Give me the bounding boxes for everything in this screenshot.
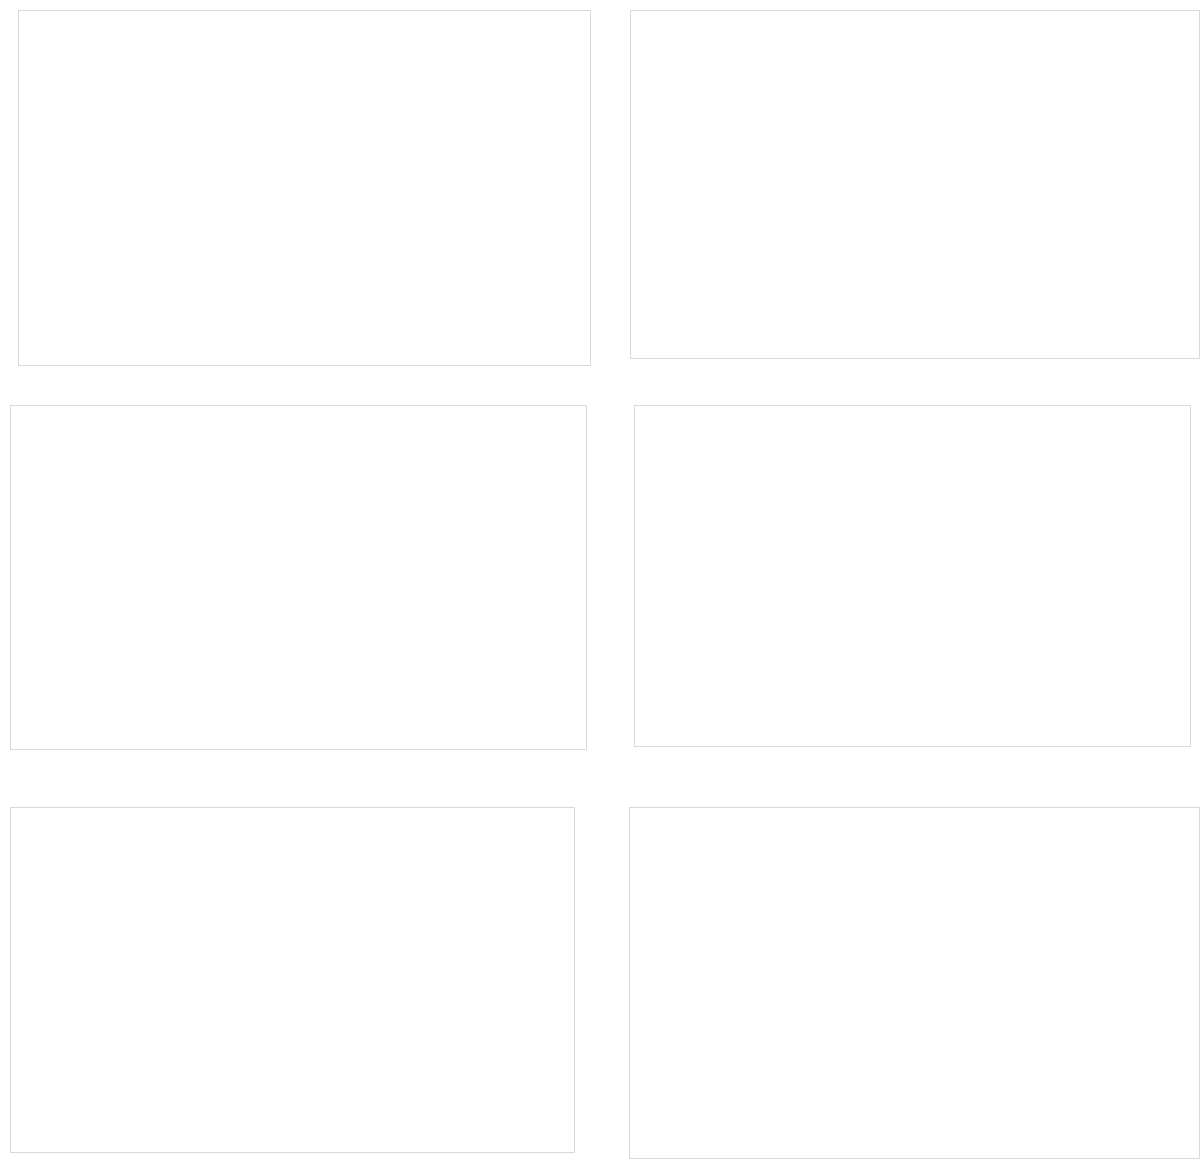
chart-panel-mexico xyxy=(634,405,1191,747)
chart-panel-paraguay xyxy=(10,807,575,1153)
chart-panel-ecuador xyxy=(10,405,587,750)
chart-panel-brazil xyxy=(630,10,1200,359)
chart-panel-argentina xyxy=(18,10,591,366)
chart-panel-peru xyxy=(629,807,1200,1159)
